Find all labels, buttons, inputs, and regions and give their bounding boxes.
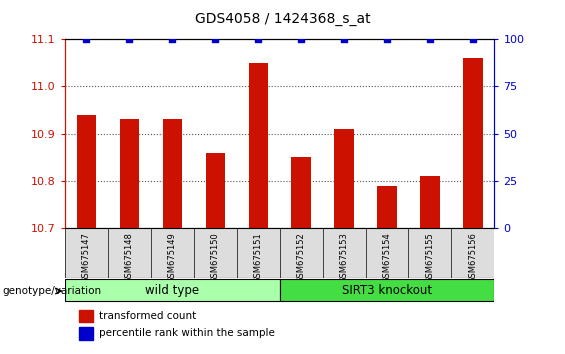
Bar: [420, 176, 440, 228]
Text: GSM675148: GSM675148: [125, 232, 134, 283]
Text: GSM675149: GSM675149: [168, 232, 177, 283]
Point: [425, 36, 434, 42]
FancyBboxPatch shape: [65, 279, 280, 302]
Point: [297, 36, 306, 42]
Point: [383, 36, 392, 42]
FancyBboxPatch shape: [280, 279, 494, 302]
Text: GSM675154: GSM675154: [383, 232, 392, 283]
Text: GSM675147: GSM675147: [82, 232, 91, 283]
Bar: [120, 119, 139, 228]
Bar: [206, 153, 225, 228]
Text: wild type: wild type: [145, 284, 199, 297]
Text: percentile rank within the sample: percentile rank within the sample: [99, 329, 275, 338]
Point: [254, 36, 263, 42]
Point: [168, 36, 177, 42]
Text: genotype/variation: genotype/variation: [3, 286, 102, 296]
Text: GDS4058 / 1424368_s_at: GDS4058 / 1424368_s_at: [195, 12, 370, 27]
Point: [468, 36, 477, 42]
Bar: [292, 157, 311, 228]
Point: [340, 36, 349, 42]
Bar: [334, 129, 354, 228]
Bar: [249, 63, 268, 228]
Text: transformed count: transformed count: [99, 311, 196, 321]
Point: [125, 36, 134, 42]
Text: GSM675156: GSM675156: [468, 232, 477, 283]
Point: [211, 36, 220, 42]
Text: GSM675151: GSM675151: [254, 232, 263, 283]
Text: GSM675155: GSM675155: [425, 232, 434, 283]
Text: GSM675150: GSM675150: [211, 232, 220, 283]
Bar: [77, 115, 96, 228]
Text: GSM675152: GSM675152: [297, 232, 306, 283]
Text: SIRT3 knockout: SIRT3 knockout: [342, 284, 432, 297]
Bar: [163, 119, 182, 228]
Bar: [463, 58, 483, 228]
Text: GSM675153: GSM675153: [340, 232, 349, 283]
Point: [82, 36, 91, 42]
Bar: [377, 186, 397, 228]
